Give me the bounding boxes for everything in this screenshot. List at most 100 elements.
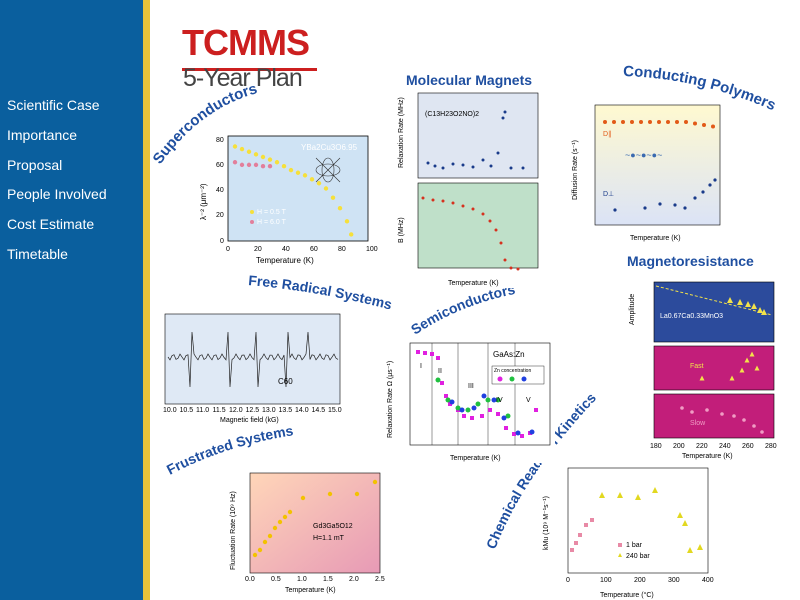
svg-text:Temperature (°C): Temperature (°C) — [600, 591, 654, 599]
heading-free-radical: Free Radical Systems — [248, 272, 394, 313]
polymer-dperp-point — [683, 206, 687, 210]
nav-item-scientific-case[interactable]: Scientific Case — [7, 97, 100, 113]
supercon-point — [260, 154, 266, 160]
molmag-top-point — [501, 116, 505, 120]
svg-text:I: I — [420, 363, 422, 370]
svg-text:Zn concentration: Zn concentration — [494, 368, 531, 374]
svg-text:III: III — [468, 383, 474, 390]
magneto-point — [737, 299, 743, 305]
polymer-dpar-point — [666, 120, 670, 124]
supercon-point — [232, 160, 238, 165]
semicon-point — [515, 430, 521, 436]
freerad-xtick: 13.5 — [279, 407, 293, 414]
supercon-compound: YBa2Cu3O6.95 — [301, 143, 358, 152]
supercon-point — [239, 146, 245, 152]
polymer-dperp-point — [701, 190, 705, 194]
svg-text:Temperature (K): Temperature (K) — [630, 235, 681, 242]
semicon-point — [430, 352, 434, 356]
molmag-bot-point — [516, 267, 520, 271]
svg-text:20: 20 — [216, 212, 224, 219]
frustrated-point — [257, 547, 263, 553]
chem-point — [617, 492, 623, 498]
magneto-point — [749, 351, 755, 357]
svg-text:Gd3Ga5O12: Gd3Ga5O12 — [313, 523, 353, 530]
frustrated-xtick: 2.5 — [375, 576, 385, 583]
svg-text:H = 6.0 T: H = 6.0 T — [257, 219, 287, 226]
supercon-point — [281, 163, 287, 169]
chem-point — [578, 533, 582, 537]
svg-text:~●~●~●~: ~●~●~●~ — [625, 150, 662, 160]
svg-text:H = 0.5 T: H = 0.5 T — [257, 209, 287, 216]
plot-free-radical: C60 10.0 10.5 11.0 11.5 12.0 12.5 13.0 13.5 14.0… — [160, 312, 345, 424]
freerad-xtick: 11.5 — [213, 407, 226, 414]
magneto-point — [761, 309, 767, 315]
supercon-point — [337, 205, 343, 211]
freerad-xtick: 15.0 — [328, 407, 342, 414]
supercon-point — [316, 181, 322, 186]
chem-point — [584, 523, 588, 527]
semicon-point — [504, 426, 508, 430]
supercon-point — [344, 219, 350, 224]
polymer-dpar-point — [648, 120, 652, 124]
plot-chemical-kinetics: 1 bar 240 bar 0 100 200 300 400 kMu (10⁹ M⁻¹… — [540, 465, 715, 600]
frustrated-point — [354, 491, 360, 497]
semicon-point — [423, 351, 427, 355]
molmag-bot-point — [451, 201, 455, 205]
supercon-xtick: 0 — [226, 246, 230, 253]
polymer-dpar-point — [684, 120, 688, 124]
semicon-point — [491, 397, 497, 403]
supercon-point — [323, 186, 329, 191]
molmag-bot-point — [481, 212, 485, 216]
semicon-point — [436, 356, 440, 360]
svg-text:D∥: D∥ — [603, 130, 612, 138]
frustrated-point — [372, 479, 378, 485]
magneto-xtick: 180 — [650, 443, 662, 450]
semicon-point — [485, 397, 491, 403]
nav-item-importance[interactable]: Importance — [7, 126, 78, 143]
semicon-point — [435, 377, 441, 383]
magneto-point — [751, 303, 757, 309]
frustrated-xtick: 0.0 — [245, 576, 255, 583]
semicon-point — [449, 399, 455, 405]
frustrated-point — [300, 495, 306, 501]
molmag-bot-point — [421, 196, 425, 200]
magneto-xtick: 260 — [742, 443, 754, 450]
chem-point — [574, 541, 578, 545]
svg-text:Temperature (K): Temperature (K) — [256, 256, 314, 265]
svg-text:Temperature (K): Temperature (K) — [450, 455, 501, 462]
nav-item-timetable[interactable]: Timetable — [7, 245, 68, 262]
molmag-bot-point — [509, 266, 513, 270]
svg-text:Relaxation Rate Ω (μs⁻¹): Relaxation Rate Ω (μs⁻¹) — [387, 361, 394, 438]
nav-item-proposal[interactable]: Proposal — [7, 156, 63, 173]
polymer-dpar-point — [657, 120, 661, 124]
magneto-xtick: 220 — [696, 443, 708, 450]
polymer-dpar-point — [675, 120, 679, 124]
polymer-dpar-point — [621, 120, 625, 124]
heading-molecular-magnets: Molecular Magnets — [406, 72, 533, 88]
nav-item-cost[interactable]: Cost Estimate — [7, 216, 95, 233]
molmag-bot-point — [461, 204, 465, 208]
semicon-point — [416, 350, 420, 354]
molmag-top-point — [503, 110, 507, 114]
supercon-point — [295, 170, 301, 175]
frustrated-point — [327, 491, 333, 497]
supercon-point — [267, 163, 273, 169]
magneto-point — [739, 367, 745, 373]
svg-text:IV: IV — [496, 397, 503, 404]
magneto-point — [680, 406, 684, 410]
plot-frustrated: Gd3Ga5O12 H=1.1 mT 0.0 0.5 1.0 1.5 2.0 2.5 Fl… — [225, 470, 385, 595]
chem-point — [687, 547, 693, 553]
semicon-point — [448, 402, 452, 406]
polymer-dpar-point — [630, 120, 634, 124]
svg-text:D⊥: D⊥ — [603, 191, 614, 198]
magneto-point — [744, 357, 750, 363]
semicon-point — [475, 401, 481, 407]
svg-text:80: 80 — [216, 137, 224, 144]
supercon-xtick: 60 — [310, 246, 318, 253]
chem-xtick: 0 — [566, 577, 570, 584]
semicon-point — [481, 393, 487, 399]
nav-item-people[interactable]: People Involved — [7, 186, 107, 203]
frustrated-point — [252, 552, 258, 558]
freerad-xtick: 11.0 — [196, 407, 209, 414]
svg-text:240 bar: 240 bar — [626, 553, 650, 560]
